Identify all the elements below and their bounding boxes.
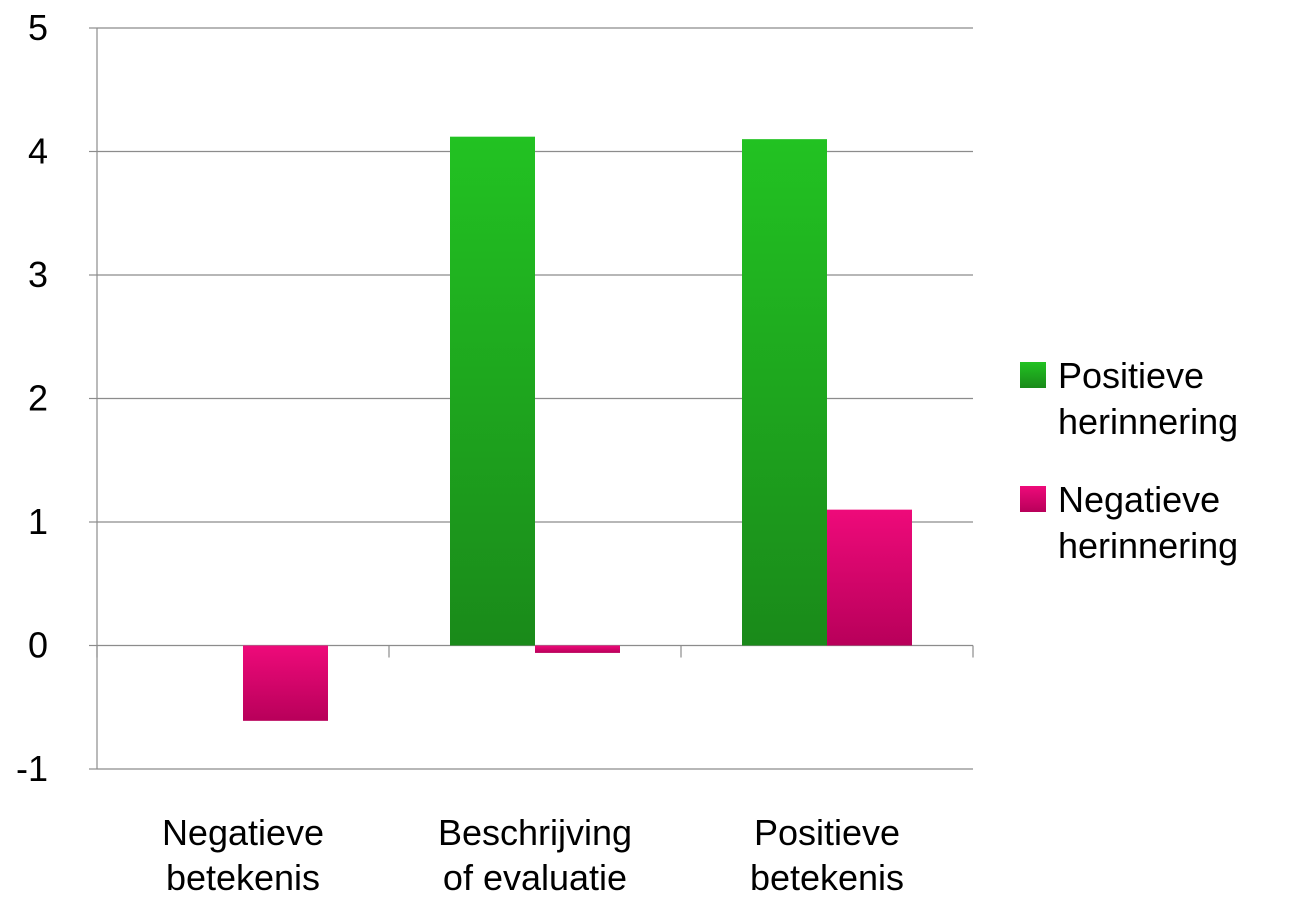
y-tick-label: -1 [16,748,48,789]
legend-label-line: herinnering [1058,525,1238,566]
x-category-label-line: of evaluatie [443,857,627,898]
legend-label: Positieve herinnering [1058,355,1238,442]
y-tick-label: 3 [28,254,48,295]
y-tick-label: 0 [28,625,48,666]
x-category-label-line: Beschrijving [438,812,632,853]
y-tick-label: 1 [28,501,48,542]
x-category-label-line: Positieve [754,812,900,853]
y-axis-tick-labels: -1 0 1 2 3 4 5 [16,7,48,789]
bar-negatieve-3 [827,509,912,646]
x-category-label: Beschrijving of evaluatie [438,812,632,898]
bars [243,136,912,721]
legend-label: Negatieve herinnering [1058,479,1238,566]
legend-label-line: herinnering [1058,401,1238,442]
legend-swatch [1020,486,1046,512]
bar-negatieve-2 [535,645,620,653]
bar-positieve-3 [742,139,827,646]
bar-negatieve-1 [243,645,328,721]
legend-label-line: Negatieve [1058,479,1220,520]
x-category-label: Negatieve betekenis [162,812,324,898]
x-category-label-line: betekenis [750,857,904,898]
x-category-label-line: betekenis [166,857,320,898]
y-tick-label: 5 [28,7,48,48]
x-category-label-line: Negatieve [162,812,324,853]
y-tick-label: 4 [28,131,48,172]
legend-label-line: Positieve [1058,355,1204,396]
legend-swatch [1020,362,1046,388]
legend: Positieve herinnering Negatieve herinnering [1020,355,1238,566]
bar-positieve-2 [450,136,535,646]
x-category-label: Positieve betekenis [750,812,904,898]
y-tick-label: 2 [28,378,48,419]
